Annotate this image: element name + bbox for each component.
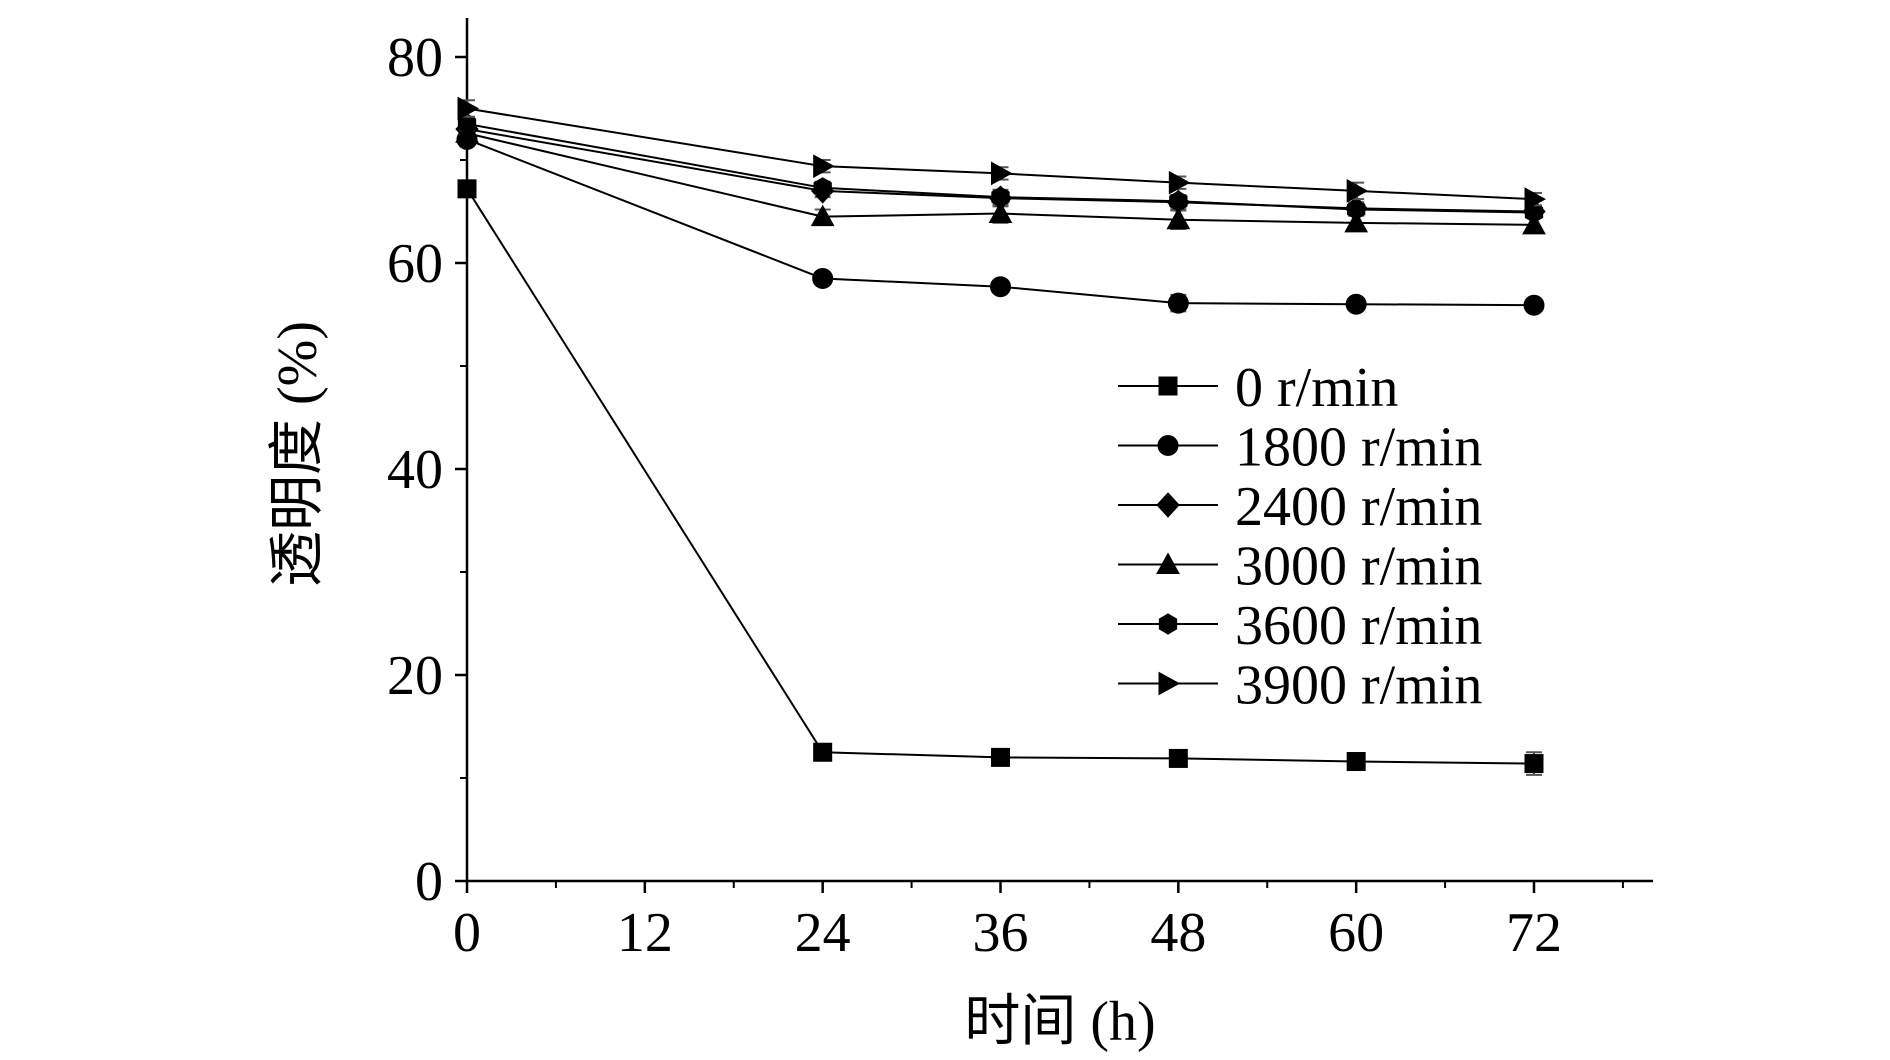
x-tick-label: 36 (973, 902, 1029, 964)
legend-label: 0 r/min (1235, 357, 1398, 419)
legend-item: 3900 r/min (1118, 655, 1482, 717)
series-1 (456, 128, 1545, 316)
legend-label: 3000 r/min (1235, 536, 1482, 598)
x-axis-title: 时间 (h) (964, 991, 1155, 1053)
x-tick-label: 72 (1506, 902, 1562, 964)
series-line (466, 128, 1535, 213)
data-point (1524, 187, 1547, 211)
y-tick-label: 60 (387, 233, 443, 295)
data-point (457, 179, 477, 199)
series-line (466, 107, 1535, 201)
data-point (457, 96, 480, 121)
legend-item: 3000 r/min (1118, 536, 1482, 598)
series-0 (457, 179, 1544, 776)
legend-label: 3600 r/min (1235, 595, 1482, 657)
y-tick-label: 0 (415, 851, 443, 913)
data-point (813, 177, 832, 199)
series-line (466, 132, 1535, 226)
data-point (1522, 212, 1546, 235)
data-point (1347, 198, 1366, 221)
y-tick-label: 20 (387, 645, 443, 707)
series-layer (455, 96, 1547, 776)
data-point (1167, 292, 1189, 314)
x-tick-label: 48 (1150, 902, 1206, 964)
x-tick-label: 12 (617, 902, 673, 964)
x-tick-label: 24 (795, 902, 851, 964)
legend-label: 2400 r/min (1235, 476, 1482, 538)
series-line (466, 122, 1535, 214)
legend-marker (1158, 613, 1178, 635)
data-point (812, 267, 834, 289)
data-point (991, 161, 1013, 186)
axes: 0 12 24 36 48 60 72 0 20 40 60 80 (387, 18, 1653, 964)
data-point (991, 747, 1010, 767)
data-point (1166, 207, 1191, 230)
x-tick-label: 0 (453, 902, 481, 964)
x-tick-label: 60 (1328, 902, 1384, 964)
data-point (810, 204, 835, 227)
legend-item: 0 r/min (1118, 357, 1398, 419)
data-point (813, 154, 835, 179)
data-point (988, 201, 1013, 224)
data-point (1346, 752, 1366, 772)
legend-label: 1800 r/min (1235, 417, 1482, 479)
data-point (813, 742, 833, 762)
legend-label: 3900 r/min (1235, 655, 1482, 717)
y-tick-label: 80 (387, 27, 443, 89)
series-5 (457, 96, 1547, 211)
y-tick-label: 40 (387, 439, 443, 501)
legend-marker (1158, 671, 1181, 696)
data-point (1345, 293, 1367, 315)
legend-marker (1156, 492, 1180, 518)
data-point (1168, 748, 1188, 768)
legend-item: 2400 r/min (1118, 476, 1482, 538)
series-4 (457, 113, 1544, 224)
data-point (1168, 170, 1191, 195)
legend-marker (1158, 376, 1178, 396)
data-point (991, 186, 1010, 208)
data-point (1344, 210, 1369, 233)
legend-marker (1157, 435, 1179, 456)
data-point (1523, 294, 1545, 316)
legend-item: 3600 r/min (1118, 595, 1482, 657)
data-point (1524, 754, 1544, 774)
data-point (990, 276, 1011, 298)
legend-item: 1800 r/min (1118, 417, 1482, 479)
data-point (1169, 190, 1188, 212)
y-axis-title: 透明度 (%) (267, 321, 329, 587)
series-line (466, 138, 1535, 307)
legend-marker (1156, 552, 1180, 574)
series-line (466, 188, 1535, 765)
data-point (1346, 179, 1369, 203)
